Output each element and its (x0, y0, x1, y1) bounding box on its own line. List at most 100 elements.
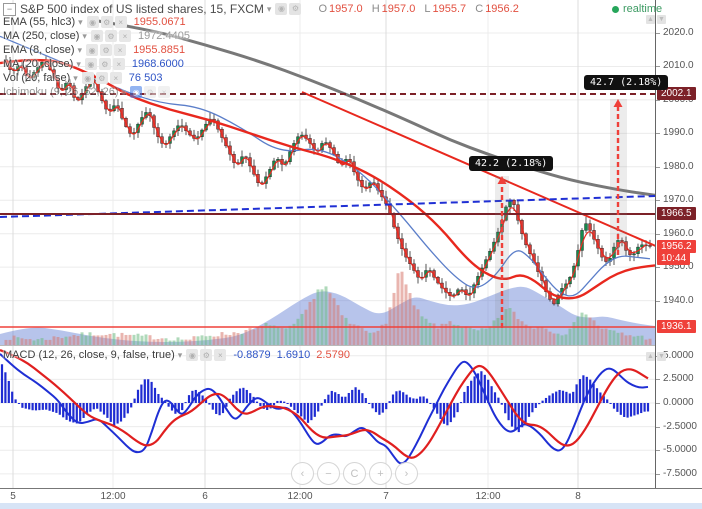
macd-tick-label: 2.5000 (656, 373, 694, 385)
gear-icon[interactable]: ⚙ (95, 72, 108, 84)
time-tick-label: 6 (202, 491, 208, 502)
chevron-down-icon[interactable]: ▾ (77, 44, 83, 55)
close-icon[interactable]: × (114, 16, 127, 28)
range-annotation-label[interactable]: 42.2 (2.18%) (469, 156, 554, 171)
price-tick-label: 1960.0 (656, 227, 694, 239)
pane-down-icon[interactable]: ▼ (657, 15, 666, 24)
price-axis[interactable]: 2020.02010.02000.01990.01980.01970.01960… (655, 0, 702, 488)
close-icon[interactable]: × (112, 58, 125, 70)
chevron-down-icon[interactable]: ▾ (82, 30, 87, 41)
macd-pane-canvas[interactable] (0, 346, 655, 488)
price-tick-label: 2010.0 (656, 60, 694, 72)
price-tick-label: 2020.0 (656, 27, 694, 38)
chevron-down-icon[interactable]: ▾ (78, 16, 83, 27)
eye-icon[interactable]: ◉ (81, 72, 94, 84)
eye-icon[interactable]: ◉ (90, 30, 103, 42)
collapse-pane-icon[interactable]: − (3, 2, 16, 16)
macd-tick-label: 5.0000 (656, 349, 694, 361)
eye-icon[interactable]: ◉ (84, 58, 97, 70)
time-tick-label: 12:00 (100, 491, 126, 502)
gear-icon[interactable]: ⚙ (289, 3, 302, 15)
macd-line-value: 1.6910 (276, 349, 311, 361)
symbol-title[interactable]: S&P 500 index of US listed shares, 15, F… (20, 2, 264, 16)
low-label: L (424, 3, 431, 15)
close-icon[interactable]: × (109, 72, 122, 84)
indicator-value: 76 503 (128, 72, 163, 84)
close-icon[interactable]: × (214, 349, 227, 361)
indicator-value: 1955.0671 (133, 16, 186, 28)
eye-icon[interactable]: ◉ (275, 3, 288, 15)
realtime-dot-icon (612, 5, 619, 13)
zoom-out-button[interactable]: − (317, 462, 340, 485)
zoom-in-button[interactable]: + (369, 462, 392, 485)
time-axis[interactable]: 5 12:00 6 12:00 7 12:00 8 (0, 488, 702, 504)
indicator-label[interactable]: EMA (55, hlc3) (3, 16, 76, 28)
range-annotation-label[interactable]: 42.7 (2.18%) (584, 75, 669, 90)
time-tick-label: 12:00 (475, 491, 501, 502)
close-icon[interactable]: × (114, 44, 127, 56)
low-value: 1955.7 (432, 3, 467, 15)
legend-row[interactable]: EMA (8, close) ▾ ◉ ⚙ × 1955.8851 (3, 44, 185, 56)
close-icon[interactable]: × (158, 86, 171, 98)
gear-icon[interactable]: ⚙ (100, 44, 113, 56)
eye-icon[interactable]: ◉ (186, 349, 199, 361)
price-chart-canvas[interactable] (0, 0, 655, 346)
legend-row[interactable]: EMA (55, hlc3) ▾ ◉ ⚙ × 1955.0671 (3, 16, 186, 28)
legend-row[interactable]: Vol (20, false) ▾ ◉ ⚙ × 76 503 (3, 72, 162, 84)
scroll-left-button[interactable]: ‹ (291, 462, 314, 485)
chart-nav-buttons: ‹ − C + › (291, 462, 421, 485)
eye-icon[interactable]: ◉ (130, 86, 143, 98)
time-tick-label: 5 (10, 491, 16, 502)
reset-view-button[interactable]: C (343, 462, 366, 485)
legend-row[interactable]: MA (20, close) ▾ ◉ ⚙ × 1968.6000 (3, 58, 184, 70)
chevron-down-icon[interactable]: ▾ (266, 3, 272, 14)
price-badge: 1956.2 (657, 240, 696, 253)
gear-icon[interactable]: ⚙ (98, 58, 111, 70)
pane-up-icon[interactable]: ▲ (646, 352, 655, 361)
gear-icon[interactable]: ⚙ (200, 349, 213, 361)
indicator-label[interactable]: MACD (12, 26, close, 9, false, true) (3, 349, 175, 361)
scroll-strip[interactable] (0, 503, 702, 509)
realtime-label: realtime (623, 3, 663, 15)
legend-row[interactable]: Ichimoku (9, 26, 52, 26) ▾ ◉ ⚙ × (3, 86, 171, 98)
indicator-label[interactable]: MA (20, close) (3, 58, 74, 70)
chevron-down-icon[interactable]: ▾ (76, 58, 81, 69)
indicator-label[interactable]: Ichimoku (9, 26, 52, 26) (3, 86, 119, 98)
chevron-down-icon[interactable]: ▾ (121, 86, 127, 97)
macd-tick-label: 0.0000 (656, 397, 694, 408)
price-tick-label: 1980.0 (656, 160, 694, 172)
legend-row[interactable]: MA (250, close) ▾ ◉ ⚙ × 1972.4405 (3, 30, 190, 42)
scroll-right-button[interactable]: › (395, 462, 418, 485)
high-label: H (371, 3, 380, 15)
pane-down-icon[interactable]: ▼ (657, 352, 666, 361)
realtime-status: realtime (612, 3, 662, 15)
chevron-down-icon[interactable]: ▾ (177, 349, 183, 360)
gear-icon[interactable]: ⚙ (100, 16, 113, 28)
indicator-value: 1968.6000 (131, 58, 184, 70)
price-badge: 10:44 (657, 252, 691, 265)
indicator-label[interactable]: MA (250, close) (3, 30, 80, 42)
chevron-down-icon[interactable]: ▾ (73, 72, 78, 83)
macd-hist-value: -0.8879 (233, 349, 271, 361)
indicator-label[interactable]: Vol (20, false) (3, 72, 71, 84)
close-label: C (475, 3, 484, 15)
open-value: 1957.0 (329, 3, 363, 15)
gear-icon[interactable]: ⚙ (104, 30, 117, 42)
gear-icon[interactable]: ⚙ (144, 86, 157, 98)
close-icon[interactable]: × (118, 30, 131, 42)
pane-up-icon[interactable]: ▲ (646, 15, 655, 24)
close-value: 1956.2 (485, 3, 519, 15)
macd-signal-value: 2.5790 (316, 349, 350, 361)
price-badge: 1966.5 (657, 207, 696, 220)
high-value: 1957.0 (381, 3, 416, 15)
price-tick-label: 1990.0 (656, 127, 694, 139)
indicator-value: 1972.4405 (137, 30, 190, 42)
price-tick-label: 1940.0 (656, 294, 694, 306)
macd-tick-label: -7.5000 (656, 467, 697, 479)
eye-icon[interactable]: ◉ (86, 44, 99, 56)
time-tick-label: 8 (575, 491, 581, 502)
macd-tick-label: -2.5000 (656, 420, 697, 432)
eye-icon[interactable]: ◉ (86, 16, 99, 28)
indicator-label[interactable]: EMA (8, close) (3, 44, 75, 56)
